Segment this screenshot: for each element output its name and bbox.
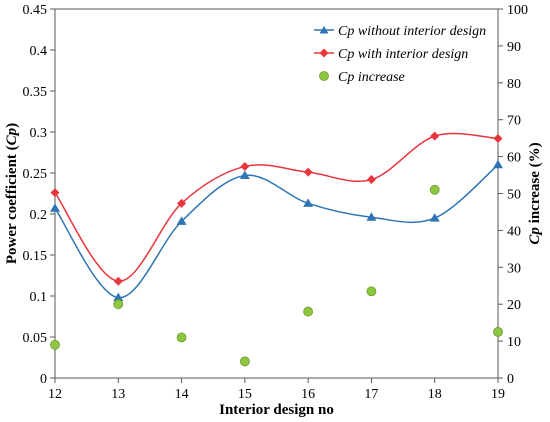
point-circle [303,306,314,317]
x-axis-title: Interior design no [219,402,334,418]
point-diamond [50,188,60,198]
left-tick-label: 0.2 [30,208,48,223]
point-circle [366,286,377,297]
right-tick-label: 40 [507,224,521,239]
legend-diamond-marker [319,48,329,58]
point-diamond [430,131,440,141]
point-triangle [366,212,377,221]
x-tick-label: 16 [301,387,315,402]
point-circle [493,326,503,337]
x-tick-label: 13 [111,387,125,402]
right-tick-label: 60 [507,151,521,166]
left-tick-label: 0.45 [23,3,48,18]
series-line-triangle [54,164,499,299]
point-diamond [113,276,123,286]
point-diamond [303,167,313,177]
x-tick-label: 19 [491,387,505,402]
x-tick-label: 14 [175,387,189,402]
right-tick-label: 70 [507,114,521,129]
legend-item-with: Cp with interior design [314,47,468,62]
right-tick-label: 10 [507,335,521,350]
point-circle [176,332,187,343]
legend-label-without: Cp without interior design [338,24,486,39]
right-tick-label: 0 [507,372,514,387]
left-tick-label: 0.25 [23,167,48,182]
point-triangle [50,203,60,212]
point-diamond [493,134,503,144]
point-triangle [239,170,250,179]
legend: Cp without interior design Cp with inter… [314,24,486,85]
left-axis-title: Power coefficient (Cp) [4,123,20,264]
legend-label-with: Cp with interior design [338,47,468,62]
left-tick-label: 0.1 [30,290,48,305]
legend-label-increase: Cp increase [338,70,405,85]
point-circle [113,299,124,310]
x-axis: 12 13 14 15 16 17 18 19 [48,378,505,402]
right-tick-label: 80 [507,77,521,92]
legend-item-increase: Cp increase [319,70,405,85]
point-circle [429,184,440,195]
point-triangle [176,216,187,225]
series-layer [50,131,503,367]
point-circle [239,356,250,367]
left-tick-label: 0.4 [30,44,48,59]
right-tick-label: 90 [507,40,521,55]
point-diamond [177,198,187,208]
point-circle [50,339,60,350]
left-tick-label: 0.05 [23,331,48,346]
right-axis: 0 10 20 30 40 50 60 70 80 90 100 [498,3,528,387]
x-tick-label: 15 [238,387,252,402]
legend-triangle-marker [319,26,329,34]
left-tick-label: 0.3 [30,126,48,141]
right-tick-label: 50 [507,188,521,203]
x-tick-label: 18 [428,387,442,402]
x-tick-label: 12 [48,387,62,402]
left-tick-label: 0.35 [23,85,48,100]
point-triangle [113,292,124,302]
right-axis-title: Cp increase (%) [527,142,543,244]
left-axis: 0 0.05 0.1 0.15 0.2 0.25 0.3 0.35 0.4 0.45 [23,3,55,387]
legend-circle-marker [319,71,329,81]
right-tick-label: 100 [507,3,528,18]
legend-item-without: Cp without interior design [314,24,486,39]
right-tick-label: 30 [507,261,521,276]
left-tick-label: 0 [40,372,47,387]
point-triangle [493,159,503,169]
right-tick-label: 20 [507,298,521,313]
series-line-diamond [54,132,499,282]
point-triangle [303,198,314,207]
point-diamond [240,161,250,171]
x-tick-label: 17 [364,387,378,402]
point-triangle [429,213,440,222]
point-diamond [366,175,376,185]
left-tick-label: 0.15 [23,249,48,264]
